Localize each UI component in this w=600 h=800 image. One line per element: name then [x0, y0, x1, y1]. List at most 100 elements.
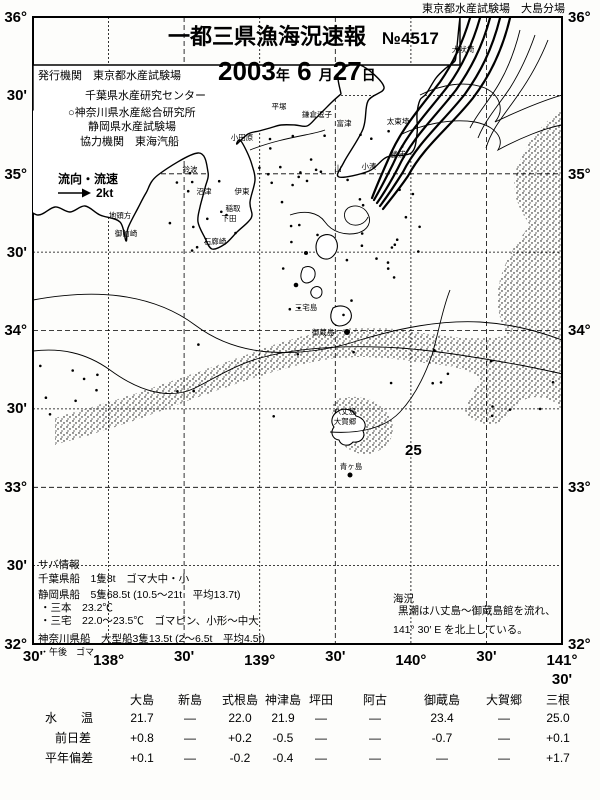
svg-text:鈴波: 鈴波 [183, 164, 198, 174]
svg-text:2kt: 2kt [96, 186, 113, 200]
svg-text:140°: 140° [395, 652, 426, 669]
svg-text:34°: 34° [568, 322, 591, 339]
svg-text:三根: 三根 [546, 693, 570, 707]
svg-text:海況: 海況 [393, 592, 414, 605]
svg-text:―: ― [315, 751, 327, 765]
svg-text:―: ― [436, 751, 448, 765]
svg-text:33°: 33° [4, 479, 27, 496]
svg-text:23.4: 23.4 [430, 711, 454, 725]
svg-text:22.0: 22.0 [228, 711, 252, 725]
svg-text:流向・流速: 流向・流速 [58, 171, 118, 186]
svg-text:25.0: 25.0 [546, 711, 570, 725]
svg-text:141° 30′ E を北上している。: 141° 30′ E を北上している。 [393, 624, 528, 636]
svg-text:神津島: 神津島 [265, 692, 301, 707]
svg-text:鎌倉逗子: 鎌倉逗子 [302, 109, 332, 119]
svg-text:式根島: 式根島 [222, 692, 258, 707]
svg-text:小田原: 小田原 [231, 133, 254, 142]
svg-text:+0.1: +0.1 [546, 731, 570, 745]
svg-text:坪田: 坪田 [309, 693, 333, 707]
svg-text:黒潮は八丈島～御蔵島館を流れ、: 黒潮は八丈島～御蔵島館を流れ、 [398, 604, 556, 617]
svg-text:御前崎: 御前崎 [115, 228, 138, 238]
svg-text:―: ― [315, 731, 327, 745]
svg-text:御蔵島: 御蔵島 [424, 692, 460, 707]
svg-text:30': 30' [325, 648, 345, 665]
svg-text:―: ― [369, 751, 381, 765]
svg-text:前日差: 前日差 [55, 730, 91, 745]
svg-text:+0.2: +0.2 [228, 731, 252, 745]
svg-text:一都三県漁海況速報: 一都三県漁海況速報 [168, 24, 367, 49]
svg-text:141°: 141° [546, 652, 577, 669]
svg-text:平塚: 平塚 [272, 102, 287, 111]
svg-text:○神奈川県水産総合研究所: ○神奈川県水産総合研究所 [68, 105, 196, 119]
svg-text:+0.1: +0.1 [130, 751, 154, 765]
svg-text:21.7: 21.7 [130, 711, 154, 725]
svg-text:―: ― [184, 731, 196, 745]
svg-text:・午後 ゴマ: ・午後 ゴマ [40, 646, 94, 657]
svg-text:30': 30' [7, 400, 27, 417]
svg-text:下田: 下田 [222, 214, 237, 223]
svg-text:大賀郷: 大賀郷 [334, 416, 357, 426]
svg-text:静岡県船 5隻68.5t (10.5～21t 平均13.7t: 静岡県船 5隻68.5t (10.5～21t 平均13.7t) [38, 588, 241, 601]
svg-text:伊東: 伊東 [235, 186, 250, 196]
svg-text:山: 山 [334, 163, 342, 173]
svg-text:沼津: 沼津 [197, 187, 212, 196]
svg-text:千葉県船 1隻8t ゴマ大中・小: 千葉県船 1隻8t ゴマ大中・小 [38, 572, 190, 585]
svg-text:大賀郷: 大賀郷 [486, 693, 522, 707]
svg-text:水 温: 水 温 [45, 711, 93, 725]
svg-text:静岡県水産試験場: 静岡県水産試験場 [88, 119, 176, 133]
svg-text:+1.7: +1.7 [546, 751, 570, 765]
svg-text:―: ― [498, 731, 510, 745]
svg-text:御蔵島: 御蔵島 [312, 327, 335, 337]
svg-text:神奈川県船 大型船3隻13.5t (2～6.5t 平均4.5: 神奈川県船 大型船3隻13.5t (2～6.5t 平均4.5t) [38, 632, 265, 645]
svg-text:八丈島: 八丈島 [334, 406, 357, 416]
svg-text:32°: 32° [568, 636, 591, 653]
svg-text:2003年 6 月27日: 2003年 6 月27日 [218, 56, 376, 86]
svg-text:+0.8: +0.8 [130, 731, 154, 745]
svg-text:阿古: 阿古 [363, 692, 387, 707]
svg-text:―: ― [315, 711, 327, 725]
svg-text:-0.7: -0.7 [432, 731, 453, 745]
svg-text:協力機関 東海汽船: 協力機関 東海汽船 [80, 134, 179, 148]
svg-text:30': 30' [7, 244, 27, 261]
svg-text:36°: 36° [568, 9, 591, 26]
svg-text:139°: 139° [244, 652, 275, 669]
svg-text:30': 30' [7, 87, 27, 104]
svg-text:-0.5: -0.5 [273, 731, 294, 745]
svg-text:・三本 23.2℃: ・三本 23.2℃ [40, 601, 113, 614]
svg-text:稲取: 稲取 [226, 203, 241, 213]
svg-text:25: 25 [405, 442, 422, 459]
svg-text:21.9: 21.9 [271, 711, 295, 725]
svg-text:東京都水産試験場 大島分場: 東京都水産試験場 大島分場 [422, 1, 565, 15]
svg-text:三宅島: 三宅島 [295, 302, 318, 312]
svg-text:36°: 36° [4, 9, 27, 26]
svg-text:―: ― [184, 751, 196, 765]
svg-text:新島: 新島 [178, 692, 202, 707]
svg-text:34°: 34° [4, 322, 27, 339]
svg-text:大島: 大島 [130, 692, 154, 707]
svg-text:平年偏差: 平年偏差 [45, 750, 93, 765]
svg-text:33°: 33° [568, 479, 591, 496]
svg-text:―: ― [369, 731, 381, 745]
svg-text:138°: 138° [93, 652, 124, 669]
svg-text:35°: 35° [4, 166, 27, 183]
svg-text:富津: 富津 [337, 118, 352, 128]
svg-text:―: ― [498, 711, 510, 725]
svg-text:千葉県水産研究センター: 千葉県水産研究センター [85, 88, 206, 102]
svg-text:―: ― [369, 711, 381, 725]
svg-text:―: ― [184, 711, 196, 725]
svg-text:30': 30' [174, 648, 194, 665]
svg-text:-0.2: -0.2 [230, 751, 251, 765]
svg-text:地頭方: 地頭方 [109, 210, 132, 220]
svg-text:―: ― [498, 751, 510, 765]
svg-text:35°: 35° [568, 166, 591, 183]
svg-text:30': 30' [7, 557, 27, 574]
svg-text:青ヶ島: 青ヶ島 [340, 461, 363, 471]
svg-text:発行機関 東京都水産試験場: 発行機関 東京都水産試験場 [38, 68, 181, 82]
svg-text:・三宅 22.0～23.5℃ ゴマピン、小形～中大: ・三宅 22.0～23.5℃ ゴマピン、小形～中大 [40, 614, 259, 627]
svg-text:小湊: 小湊 [362, 161, 377, 171]
svg-text:№4517: №4517 [382, 29, 439, 48]
svg-text:石廊崎: 石廊崎 [204, 236, 227, 246]
svg-text:-0.4: -0.4 [273, 751, 294, 765]
svg-text:サバ情報: サバ情報 [38, 558, 80, 571]
svg-text:30': 30' [552, 671, 572, 688]
